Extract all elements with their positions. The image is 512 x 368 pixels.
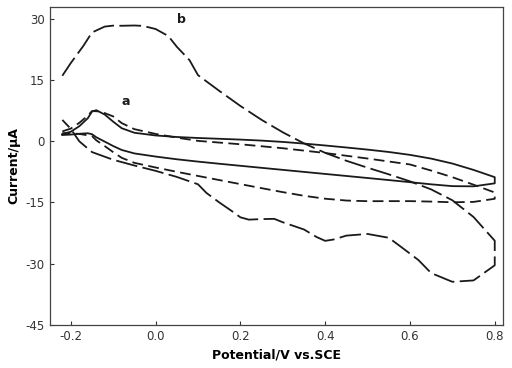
Text: a: a [122, 95, 130, 108]
Y-axis label: Current/μA: Current/μA [7, 127, 20, 204]
X-axis label: Potential/V vs.SCE: Potential/V vs.SCE [212, 348, 341, 361]
Text: b: b [177, 13, 186, 26]
